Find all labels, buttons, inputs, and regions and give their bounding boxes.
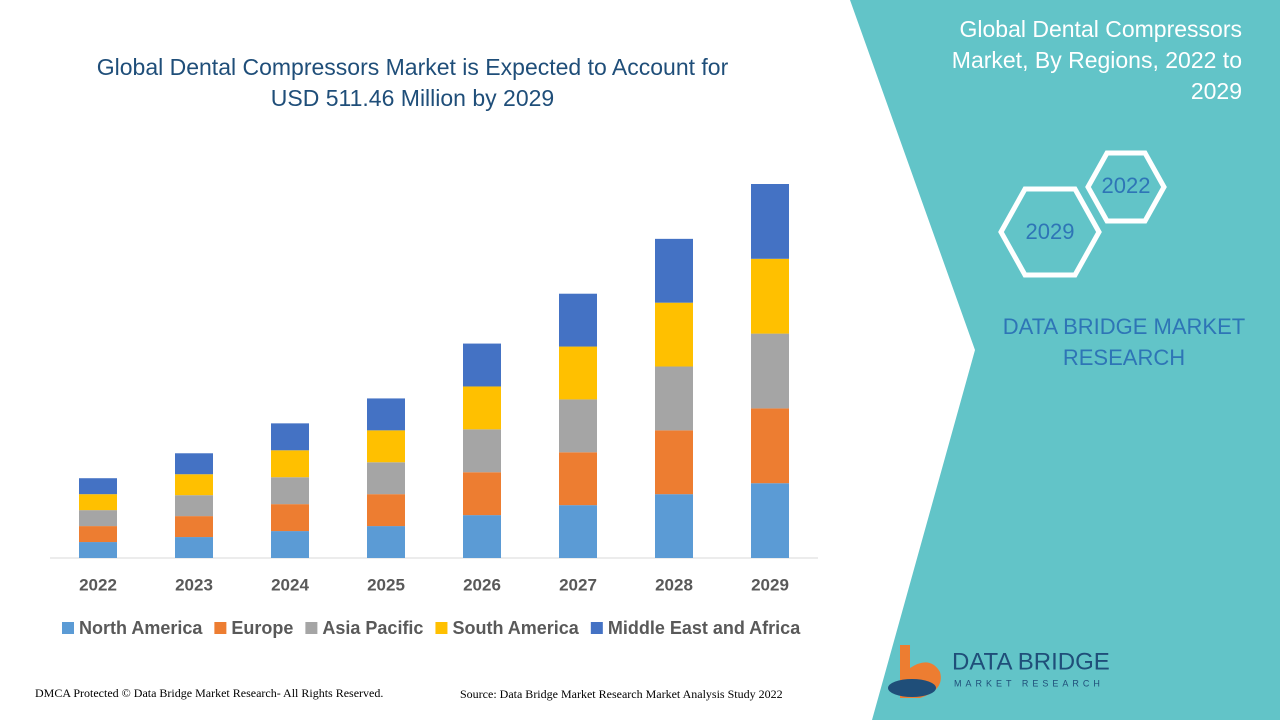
bar-segment: [559, 293, 597, 347]
bar-segment: [175, 516, 213, 538]
bar-segment: [79, 494, 117, 511]
bar-segment: [559, 399, 597, 453]
bar-segment: [655, 238, 693, 303]
bar-segment: [559, 346, 597, 400]
chart-title: Global Dental Compressors Market is Expe…: [96, 54, 729, 111]
bar-segment: [367, 526, 405, 558]
legend-label: Middle East and Africa: [608, 618, 801, 638]
bar-segment: [367, 494, 405, 527]
bar-segment: [463, 429, 501, 473]
bar-segment: [751, 483, 789, 558]
bar-segment: [271, 450, 309, 478]
copyright: DMCA Protected © Data Bridge Market Rese…: [35, 686, 384, 700]
legend-swatch: [214, 622, 227, 634]
bar-segment: [271, 423, 309, 451]
x-tick-label: 2023: [175, 575, 213, 594]
bar-segment: [367, 430, 405, 463]
bar-segment: [175, 537, 213, 558]
bar-segment: [175, 495, 213, 517]
logo-name: DATA BRIDGE: [952, 648, 1110, 675]
bar-segment: [655, 302, 693, 367]
legend-swatch: [590, 622, 603, 634]
bar-segment: [559, 452, 597, 506]
bar-segment: [463, 343, 501, 387]
x-tick-label: 2024: [271, 575, 309, 594]
bar-segment: [751, 333, 789, 409]
bar-segment: [367, 462, 405, 495]
legend-swatch: [435, 622, 448, 634]
legend-swatch: [62, 622, 74, 634]
x-tick-label: 2022: [79, 575, 117, 594]
logo-mark: [888, 679, 936, 697]
bar-segment: [367, 398, 405, 431]
source: Source: Data Bridge Market Research Mark…: [460, 687, 783, 701]
hexagon-label: 2029: [1026, 219, 1075, 244]
panel-title: Global Dental Compressors Market, By Reg…: [951, 16, 1242, 104]
brand: DATA BRIDGE MARKET RESEARCH: [1002, 314, 1246, 370]
bar-segment: [751, 258, 789, 334]
bar-segment: [751, 184, 789, 259]
x-tick-label: 2027: [559, 575, 597, 594]
x-tick-label: 2026: [463, 575, 501, 594]
bar-segment: [271, 504, 309, 532]
bar-segment: [655, 366, 693, 431]
bar-segment: [463, 515, 501, 558]
hexagon: [1085, 150, 1167, 224]
hexagons: [998, 150, 1167, 278]
bar-segment: [79, 542, 117, 558]
bar-segment: [79, 478, 117, 495]
logo: [888, 645, 941, 698]
legend-label: South America: [452, 618, 579, 638]
bar-segment: [463, 472, 501, 516]
x-tick-label: 2029: [751, 575, 789, 594]
bar-segment: [271, 477, 309, 505]
bar-segment: [175, 474, 213, 496]
bar-segment: [655, 430, 693, 495]
bar-segment: [79, 510, 117, 527]
hexagon-label: 2022: [1102, 173, 1151, 198]
bar-segment: [175, 453, 213, 475]
panel-bg: [850, 0, 1280, 720]
bar-segment: [463, 386, 501, 430]
logo-tagline: MARKET RESEARCH: [954, 678, 1104, 688]
bar-segment: [751, 408, 789, 484]
bar-segment: [655, 494, 693, 558]
bar-segment: [79, 526, 117, 543]
legend-label: North America: [79, 618, 203, 638]
bar-segment: [559, 505, 597, 558]
legend-swatch: [305, 622, 318, 634]
x-tick-label: 2028: [655, 575, 693, 594]
legend-label: Europe: [231, 618, 293, 638]
hexagon: [998, 186, 1102, 278]
x-tick-label: 2025: [367, 575, 405, 594]
legend-label: Asia Pacific: [322, 618, 423, 638]
bar-segment: [271, 531, 309, 558]
